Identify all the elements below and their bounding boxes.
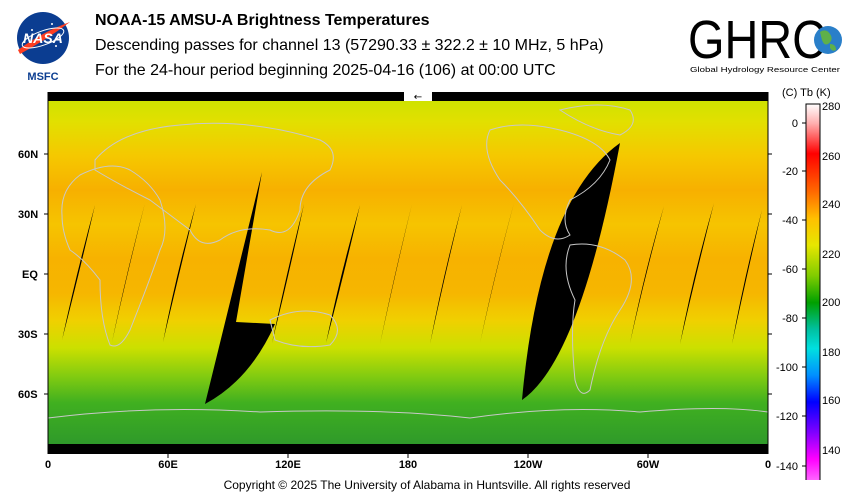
colorbar xyxy=(805,103,821,480)
lon-label-180: 180 xyxy=(399,459,417,471)
cb-kelvin-280: 280 xyxy=(822,101,840,113)
cb-kelvin-240: 240 xyxy=(822,199,840,211)
direction-arrow-icon: ← xyxy=(414,92,422,103)
copyright-footer: Copyright © 2025 The University of Alaba… xyxy=(223,478,631,492)
cb-celsius-m80: -80 xyxy=(782,313,798,325)
nasa-wordmark: NASA xyxy=(23,30,63,46)
lat-label-30s: 30S xyxy=(18,329,38,341)
lon-label-0-end: 0 xyxy=(765,459,771,471)
cb-celsius-m20: -20 xyxy=(782,166,798,178)
channel-subtitle: Descending passes for channel 13 (57290.… xyxy=(95,37,604,54)
ghrc-wordmark: GHRC xyxy=(688,10,826,70)
msfc-label: MSFC xyxy=(27,71,58,82)
lat-label-eq: EQ xyxy=(22,269,38,281)
cb-kelvin-180: 180 xyxy=(822,347,840,359)
lat-label-30n: 30N xyxy=(18,209,38,221)
cb-kelvin-200: 200 xyxy=(822,297,840,309)
lat-label-60n: 60N xyxy=(18,149,38,161)
axis-ticks xyxy=(44,153,772,458)
nasa-logo: NASA MSFC xyxy=(17,12,70,82)
cb-kelvin-140: 140 xyxy=(822,445,840,457)
lon-label-60e: 60E xyxy=(158,459,178,471)
tb-field xyxy=(48,101,768,444)
page-title: NOAA-15 AMSU-A Brightness Temperatures xyxy=(95,12,430,29)
colorbar-title: (C) Tb (K) xyxy=(782,87,831,99)
orbit-gaps xyxy=(62,143,762,404)
cb-kelvin-160: 160 xyxy=(822,395,840,407)
ghrc-logo: GHRC Global Hydrology Resource Center xyxy=(688,10,842,74)
coastlines xyxy=(47,104,769,419)
cb-celsius-m40: -40 xyxy=(782,215,798,227)
lon-label-120e: 120E xyxy=(275,459,301,471)
cb-kelvin-260: 260 xyxy=(822,151,840,163)
ghrc-tagline: Global Hydrology Resource Center xyxy=(690,65,841,74)
cb-celsius-m140: -140 xyxy=(776,461,798,473)
cb-celsius-m60: -60 xyxy=(782,264,798,276)
lon-label-0: 0 xyxy=(45,459,51,471)
period-subtitle: For the 24-hour period beginning 2025-04… xyxy=(95,62,556,79)
lon-label-120w: 120W xyxy=(514,459,543,471)
cb-celsius-m120: -120 xyxy=(776,411,798,423)
lat-label-60s: 60S xyxy=(18,389,38,401)
cb-celsius-m100: -100 xyxy=(776,362,798,374)
brightness-temperature-map: 60N 30N EQ 30S 60S 0 60E 120E 180 120W 6… xyxy=(18,87,840,480)
lon-label-60w: 60W xyxy=(637,459,660,471)
colorbar-ticks xyxy=(802,122,806,467)
map-bottom-band xyxy=(48,444,768,454)
cb-celsius-0: 0 xyxy=(792,118,798,130)
cb-kelvin-220: 220 xyxy=(822,249,840,261)
